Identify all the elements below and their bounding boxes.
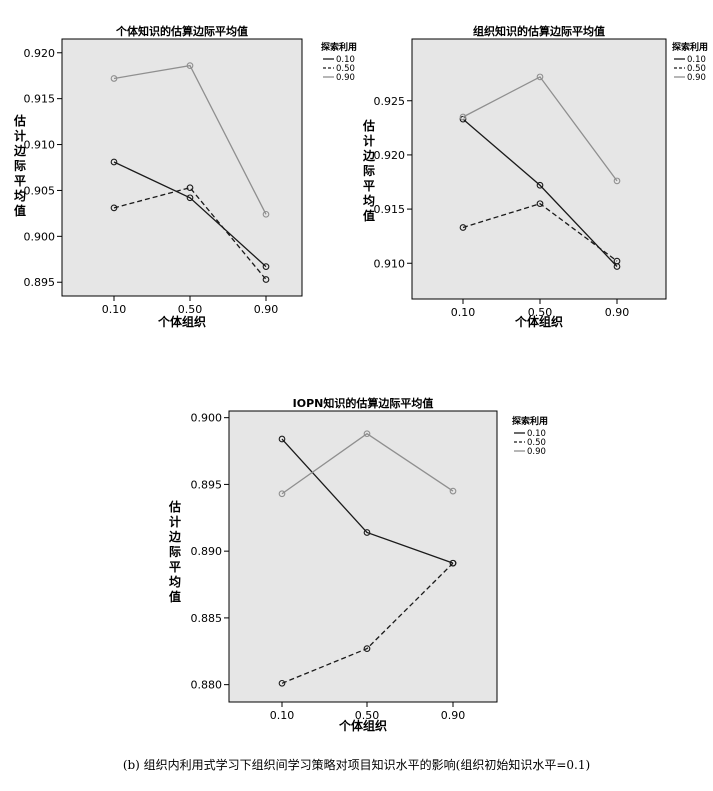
data-point-0.50 [278,679,286,687]
y-tick-label: 0.885 [191,612,223,625]
legend-label: 0.50 [527,438,546,448]
x-axis-label: 个体组织 [338,718,387,733]
data-point-0.90 [536,73,544,81]
data-point-0.10 [110,158,118,166]
x-tick-label: 0.10 [451,306,476,319]
data-point-0.10 [363,529,371,536]
data-point-0.90 [449,487,457,495]
legend-title: 探索利用 [321,41,357,53]
y-tick-label: 0.915 [374,203,406,216]
y-axis-label: 估计边际平均值 [13,113,27,218]
x-tick-label: 0.50 [528,306,553,319]
y-axis-label: 估计边际平均值 [168,499,182,604]
y-tick-label: 0.900 [191,412,223,425]
data-point-0.90 [363,430,371,438]
series-line-0.90 [281,432,454,495]
series-line-0.10 [281,438,454,564]
x-axis-label: 个体组织 [157,314,206,329]
y-tick-label: 0.890 [191,545,223,558]
series-line-0.50 [113,186,267,280]
legend-label: 0.10 [687,55,706,65]
y-tick-label: 0.915 [24,93,56,106]
x-axis-label: 个体组织 [514,314,563,329]
legend-label: 0.10 [336,55,355,65]
y-tick-label: 0.895 [24,276,56,289]
data-point-0.90 [110,75,118,82]
legend-title: 探索利用 [672,41,708,53]
series-line-0.90 [462,76,618,182]
legend-label: 0.50 [336,64,355,74]
legend-title: 探索利用 [512,415,548,427]
data-point-0.50 [110,204,118,212]
chart-title: 组织知识的估算边际平均值 [473,24,605,38]
data-point-0.50 [459,224,467,231]
series-line-0.10 [462,118,618,267]
y-tick-label: 0.895 [191,478,223,491]
x-tick-label: 0.10 [102,303,127,316]
data-point-0.10 [262,263,270,270]
y-tick-label: 0.905 [24,184,56,197]
x-tick-label: 0.90 [441,709,466,722]
y-tick-label: 0.920 [24,47,56,60]
y-tick-label: 0.925 [374,95,406,108]
x-tick-label: 0.90 [254,303,279,316]
legend-label: 0.10 [527,429,546,439]
x-tick-label: 0.10 [270,709,295,722]
y-tick-label: 0.920 [374,149,406,162]
series-line-0.90 [113,64,267,215]
data-point-0.90 [459,113,467,121]
chart-title: 个体知识的估算边际平均值 [115,24,248,38]
data-point-0.10 [278,435,286,443]
legend-label: 0.90 [527,447,546,457]
data-point-0.10 [536,181,544,189]
y-axis-label: 估计边际平均值 [362,118,376,223]
data-point-0.50 [363,645,371,652]
y-tick-label: 0.900 [24,230,56,243]
y-tick-label: 0.910 [24,139,56,152]
data-point-0.90 [262,210,270,218]
chart-individual-knowledge: 个体知识的估算边际平均值 0.920 0.915 0.910 0.905 0.900 0.8… [13,24,357,329]
x-tick-label: 0.90 [605,306,630,319]
plot-area [61,38,303,297]
series-line-0.10 [113,161,267,268]
data-point-0.90 [613,177,621,185]
data-point-0.50 [613,257,621,265]
data-point-0.50 [262,276,270,283]
y-tick-label: 0.910 [374,257,406,270]
x-tick-label: 0.50 [355,709,380,722]
series-line-0.50 [281,562,454,684]
plot-area [228,410,498,703]
y-tick-label: 0.880 [191,679,223,692]
data-point-0.50 [449,559,457,567]
series-line-0.50 [462,202,618,262]
chart-title: IOPN知识的估算边际平均值 [293,396,434,410]
figure-caption: (b) 组织内利用式学习下组织间学习策略对项目知识水平的影响(组织初始知识水平=… [122,758,591,772]
data-point-0.50 [186,184,194,192]
chart-iopn-knowledge: IOPN知识的估算边际平均值 0.900 0.895 0.890 0.885 0.880 0… [168,396,548,733]
legend-label: 0.90 [336,73,355,83]
plot-area [411,38,667,300]
data-point-0.10 [186,194,194,202]
legend-label: 0.90 [687,73,706,83]
data-point-0.90 [278,490,286,498]
x-tick-label: 0.50 [178,303,203,316]
legend-label: 0.50 [687,64,706,74]
data-point-0.90 [186,62,194,69]
data-point-0.50 [536,200,544,208]
